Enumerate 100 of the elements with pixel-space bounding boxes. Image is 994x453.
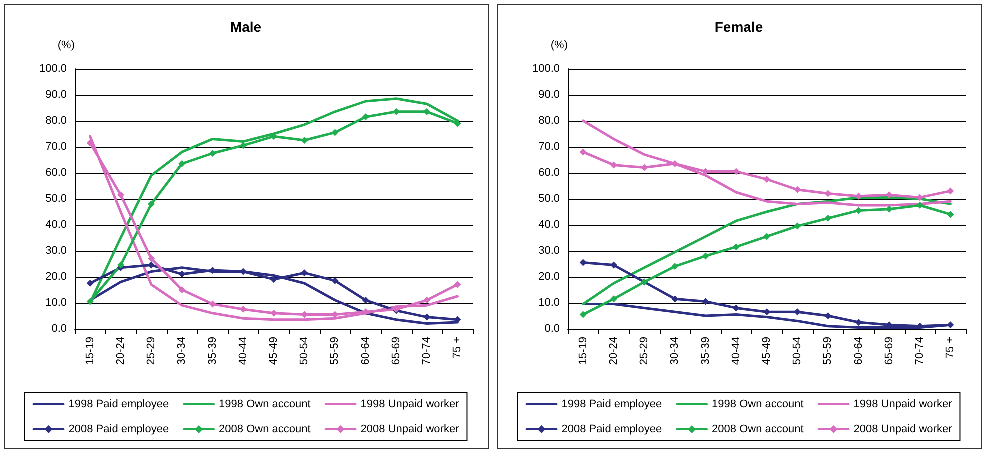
x-tick-label: 15-19: [577, 337, 590, 366]
point: [794, 186, 802, 194]
point: [178, 270, 186, 278]
point: [886, 206, 893, 213]
point: [855, 319, 862, 326]
y-tick-label: 30.0: [46, 245, 67, 257]
point: [947, 211, 954, 218]
legend-label: 1998 Own account: [219, 398, 311, 410]
point: [702, 252, 710, 260]
x-tick-label: 55-59: [329, 337, 342, 366]
y-tick-label: 0.0: [52, 323, 67, 335]
x-tick-label: 55-59: [822, 337, 834, 366]
point: [209, 267, 216, 274]
point: [916, 194, 924, 202]
x-tick-label: 45-49: [268, 337, 280, 366]
x-tick-label: 25-29: [146, 337, 158, 366]
x-tick-label: 65-69: [883, 337, 896, 366]
point: [148, 255, 156, 262]
x-tick-label: 15-19: [84, 337, 96, 366]
y-tick-label: 20.0: [46, 271, 67, 283]
point: [610, 296, 618, 303]
point: [732, 244, 740, 251]
point: [454, 281, 462, 288]
point: [209, 300, 216, 308]
y-tick-label: 50.0: [46, 193, 67, 205]
point: [641, 164, 648, 172]
point: [580, 259, 587, 266]
legend-label: 2008 Paid employee: [562, 424, 662, 436]
point: [764, 176, 770, 183]
point: [362, 114, 370, 121]
chart-title: Male: [230, 19, 262, 35]
y-tick-label: 60.0: [46, 167, 67, 179]
x-tick-label: 50-54: [298, 337, 311, 366]
y-tick-label: 40.0: [46, 219, 67, 231]
x-tick-label: 65-69: [390, 337, 402, 366]
point: [332, 129, 339, 136]
x-tick-label: 70-74: [421, 337, 434, 366]
point: [702, 298, 710, 306]
x-tick-label: 35-39: [206, 337, 219, 366]
x-tick-label: 50-54: [792, 337, 804, 366]
x-tick-label: 75 +: [452, 337, 464, 359]
x-tick-label: 60-64: [360, 337, 372, 366]
legend-label: 1998 Unpaid worker: [360, 398, 460, 410]
point: [855, 192, 862, 200]
y-tick-label: 0.0: [544, 323, 560, 335]
point: [824, 215, 832, 222]
x-tick-label: 40-44: [237, 337, 250, 366]
legend-label: 1998 Paid employee: [68, 398, 170, 410]
point: [392, 108, 400, 116]
point: [947, 188, 954, 195]
point: [240, 142, 247, 150]
y-tick-label: 40.0: [538, 219, 560, 231]
point: [178, 286, 186, 294]
x-tick-label: 25-29: [638, 337, 651, 366]
point: [824, 190, 832, 198]
y-tick-label: 90.0: [46, 89, 67, 101]
x-tick-label: 75 +: [944, 337, 957, 359]
y-tick-label: 30.0: [538, 245, 560, 257]
point: [454, 120, 462, 128]
point: [178, 160, 186, 168]
point: [117, 262, 124, 269]
point: [610, 162, 618, 169]
legend-label: 2008 Paid employee: [68, 424, 170, 436]
legend-label: 1998 Paid employee: [562, 398, 662, 410]
point: [86, 298, 94, 306]
point: [672, 296, 679, 303]
legend-label: 2008 Own account: [219, 424, 311, 436]
x-tick-label: 35-39: [700, 337, 712, 366]
x-tick-label: 30-34: [176, 337, 188, 366]
y-tick-label: 80.0: [538, 115, 560, 127]
y-tick-label: 60.0: [538, 167, 560, 179]
y-tick-label: 90.0: [538, 89, 560, 101]
point: [794, 222, 802, 230]
x-tick-label: 45-49: [761, 337, 773, 366]
point: [240, 306, 247, 313]
point: [794, 308, 802, 316]
y-tick-label: 50.0: [538, 193, 560, 205]
point: [580, 148, 587, 156]
point: [332, 277, 339, 284]
x-tick-label: 40-44: [730, 337, 742, 366]
y-tick-label: 20.0: [538, 271, 560, 283]
point: [610, 262, 618, 269]
point: [301, 270, 308, 277]
point: [362, 296, 370, 304]
y-tick-label: 100.0: [39, 63, 67, 75]
x-tick-label: 30-34: [669, 337, 682, 366]
y-tick-label: 70.0: [46, 141, 67, 153]
y-tick-label: 70.0: [538, 141, 560, 153]
point: [947, 322, 954, 329]
legend-label: 2008 Unpaid worker: [360, 424, 460, 436]
x-tick-label: 20-24: [114, 337, 127, 366]
point: [916, 202, 924, 209]
y-axis-title: (%): [550, 40, 568, 52]
point: [117, 192, 124, 199]
point: [148, 200, 156, 208]
y-axis-title: (%): [58, 40, 75, 52]
point: [855, 207, 862, 214]
point: [148, 262, 156, 269]
point: [424, 314, 431, 321]
point: [424, 296, 431, 304]
